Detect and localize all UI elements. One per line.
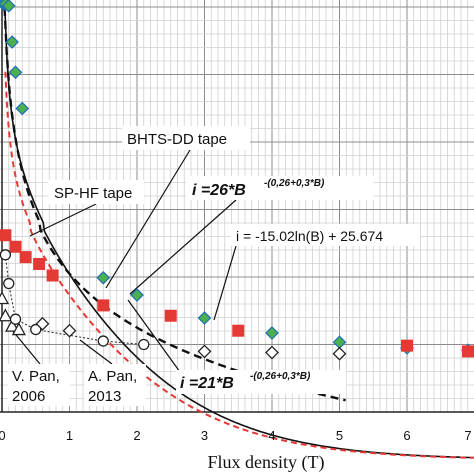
marker-bhts-dd [332, 335, 347, 350]
equation-21-exponent: -(0,26+0,3*B) [250, 371, 311, 382]
label-apan-name: A. Pan, [88, 368, 137, 385]
marker-apan-diamond [197, 344, 212, 359]
marker-apan-circle [138, 338, 150, 351]
marker-apan-circle [30, 323, 42, 336]
marker-apan-diamond [35, 316, 50, 331]
annotation-vpan: V. Pan, 2006 [8, 364, 70, 406]
marker-vpan [0, 308, 13, 322]
pointer-eq26 [129, 199, 237, 295]
x-tick-label: 7 [464, 428, 471, 443]
marker-bhts-dd [5, 35, 19, 49]
marker-apan-diamond [265, 345, 279, 360]
marker-apan-diamond [332, 346, 347, 361]
label-vpan-name: V. Pan, [12, 368, 60, 385]
label-apan-year: 2013 [88, 388, 121, 405]
marker-vpan [5, 318, 20, 332]
marker-sp-hf [46, 269, 59, 282]
x-tick-label: 6 [403, 428, 410, 443]
annotation-sphf: SP-HF tape [48, 180, 144, 204]
equation-21: i =21*B [180, 375, 234, 392]
equation-26-exponent: -(0,26+0,3*B) [264, 178, 325, 189]
equation-26: i =26*B [192, 182, 246, 199]
marker-vpan [11, 322, 26, 336]
x-tick-label: 5 [336, 428, 343, 443]
annotation-bhts: BHTS-DD tape [122, 126, 250, 150]
x-tick-label: 2 [133, 428, 140, 443]
fit-curve-21 [4, 71, 474, 459]
marker-apan-circle [97, 335, 109, 347]
marker-apan-circle [3, 277, 15, 290]
x-tick-label: 4 [268, 428, 275, 443]
pointer-eq21 [127, 299, 181, 373]
x-tick-labels: 0 1 2 3 4 5 6 7 [0, 428, 472, 443]
marker-vpan [0, 291, 10, 305]
marker-apan-circle [9, 313, 22, 325]
pointer-eqln [213, 245, 237, 321]
annotation-eqln: i = -15.02ln(B) + 25.674 [230, 224, 420, 246]
marker-sp-hf [164, 309, 177, 322]
marker-bhts-dd [130, 288, 144, 302]
equation-ln: i = -15.02ln(B) + 25.674 [236, 228, 383, 244]
marker-sp-hf [97, 299, 110, 312]
annotation-pointers [11, 149, 237, 373]
x-tick-label: 1 [66, 428, 73, 443]
marker-bhts-dd [8, 65, 23, 80]
marker-sp-hf [9, 240, 22, 253]
x-tick-label: 0 [0, 428, 6, 443]
marker-bhts-dd [197, 311, 212, 325]
annotation-eq21: i =21*B -(0,26+0,3*B) [176, 370, 346, 394]
marker-sp-hf [19, 251, 32, 264]
x-tick-label: 3 [201, 428, 208, 443]
label-bhts-dd-tape: BHTS-DD tape [127, 131, 227, 148]
pointer-apan [79, 339, 113, 365]
marker-bhts-dd [15, 101, 30, 116]
x-axis [0, 0, 474, 413]
annotation-apan: A. Pan, 2013 [84, 364, 146, 406]
annotation-eq26: i =26*B -(0,26+0,3*B) [186, 176, 374, 200]
marker-bhts-dd [96, 270, 111, 285]
fit-curve-ln [3, 0, 346, 402]
marker-bhts-dd [265, 326, 279, 340]
marker-sp-hf [33, 258, 46, 270]
marker-apan-circle [0, 249, 12, 261]
x-axis-label: Flux density (T) [208, 452, 325, 473]
pointer-bhts [105, 149, 191, 289]
marker-sp-hf [401, 339, 413, 352]
marker-sp-hf [232, 324, 245, 337]
pointer-vpan [11, 329, 41, 365]
marker-apan-diamond [62, 323, 77, 338]
label-vpan-year: 2006 [12, 388, 45, 405]
data-markers [0, 0, 474, 361]
marker-bhts-dd [1, 0, 16, 13]
marker-sp-hf [0, 229, 12, 242]
label-sp-hf-tape: SP-HF tape [54, 185, 132, 202]
marker-sp-hf [462, 345, 474, 358]
pointer-sphf [29, 203, 97, 237]
